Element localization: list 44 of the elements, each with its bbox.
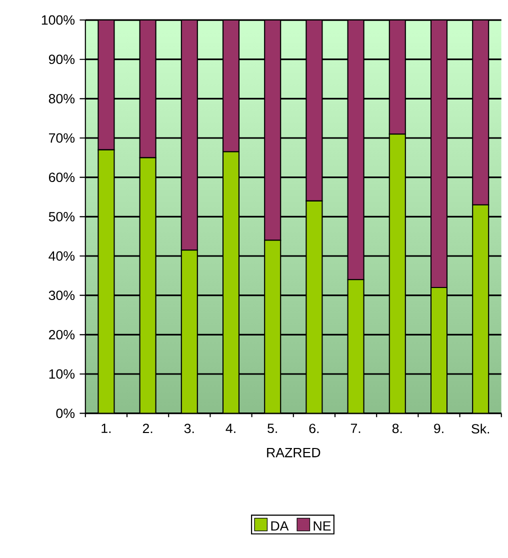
x-tick-label: 4. bbox=[226, 424, 236, 433]
x-tick-label: 5. bbox=[267, 424, 277, 434]
bar bbox=[180, 20, 198, 251]
x-tick-label: 7. bbox=[350, 424, 360, 433]
y-tick-label: 70% bbox=[48, 133, 74, 143]
bar bbox=[306, 200, 322, 414]
x-tick-label: 8. bbox=[392, 424, 402, 434]
x-tick-label: 6. bbox=[309, 424, 318, 434]
bar bbox=[430, 20, 448, 288]
x-tick-label: Sk. bbox=[471, 424, 489, 434]
bar bbox=[347, 20, 364, 280]
bar bbox=[97, 20, 115, 150]
x-tick-label: 3. bbox=[184, 424, 194, 434]
bar bbox=[98, 150, 114, 414]
bar bbox=[472, 204, 489, 414]
bar bbox=[472, 20, 489, 206]
bar bbox=[222, 20, 240, 152]
y-tick-label: 100% bbox=[42, 15, 74, 25]
y-tick-label: 60% bbox=[48, 172, 74, 182]
x-tick-label: 9. bbox=[434, 424, 444, 434]
y-tick-label: 40% bbox=[48, 251, 74, 261]
y-tick-label: 0% bbox=[56, 408, 74, 418]
x-tick-label: 1. bbox=[101, 424, 110, 433]
y-tick-label: 20% bbox=[48, 330, 74, 340]
legend-label: NE bbox=[314, 521, 330, 531]
y-tick-label: 30% bbox=[48, 290, 74, 300]
y-tick-label: 80% bbox=[48, 94, 74, 104]
bar bbox=[139, 20, 156, 158]
y-tick-label: 10% bbox=[49, 369, 74, 379]
bar bbox=[264, 20, 281, 241]
bar bbox=[305, 20, 323, 202]
bar bbox=[348, 280, 364, 414]
x-tick-label: 2. bbox=[142, 424, 152, 434]
bar bbox=[140, 158, 156, 414]
x-axis-title: RAZRED bbox=[266, 448, 320, 458]
bar bbox=[181, 250, 198, 414]
bar bbox=[264, 240, 280, 414]
bar bbox=[389, 134, 406, 414]
bar bbox=[388, 20, 406, 135]
y-tick-label: 50% bbox=[48, 212, 74, 222]
legend-label: DA bbox=[271, 521, 289, 531]
bar bbox=[222, 152, 239, 414]
y-tick-label: 90% bbox=[48, 54, 74, 64]
bar bbox=[430, 287, 447, 414]
